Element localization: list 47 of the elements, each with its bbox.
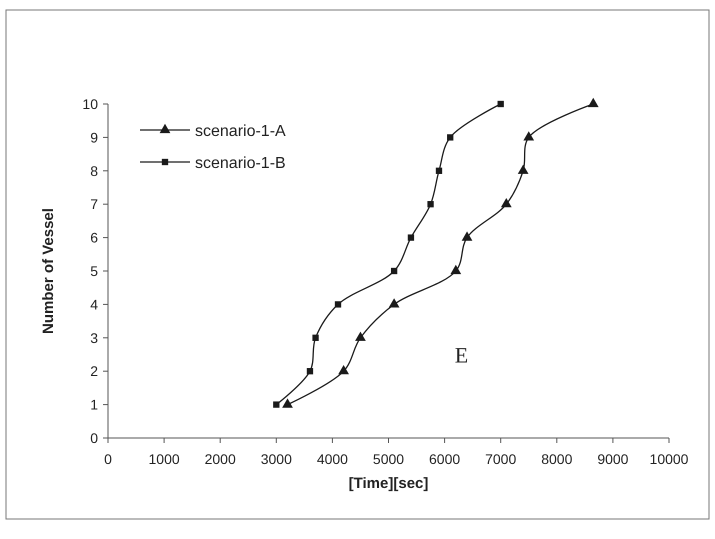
- point: [388, 298, 400, 308]
- point: [390, 268, 398, 274]
- x-tick-label: 9000: [597, 451, 629, 467]
- y-tick-label: 3: [90, 330, 98, 346]
- point: [408, 234, 414, 241]
- point: [447, 134, 454, 141]
- x-tick-label: 0: [104, 451, 112, 467]
- point: [273, 401, 280, 408]
- x-tick-label: 3000: [260, 451, 292, 467]
- x-tick-label: 8000: [541, 451, 573, 467]
- y-tick-label: 6: [90, 230, 98, 246]
- point: [436, 168, 442, 174]
- point: [450, 264, 462, 274]
- point: [498, 100, 504, 108]
- y-tick-label: 8: [90, 162, 98, 179]
- point: [338, 364, 349, 374]
- y-axis-title: Number of Vessel: [40, 208, 57, 334]
- x-tick-label: 7000: [485, 451, 516, 467]
- y-tick-label: 10: [82, 96, 98, 112]
- y-tick-label: 4: [90, 296, 98, 312]
- point: [427, 201, 434, 208]
- y-tick-label: 9: [90, 129, 98, 146]
- point: [334, 301, 342, 308]
- y-tick-label: 5: [90, 263, 98, 279]
- legend-label: scenario-1-A: [195, 123, 286, 140]
- point: [355, 332, 366, 341]
- point: [500, 198, 512, 208]
- y-tick-label: 7: [90, 196, 98, 212]
- x-tick-label: 2000: [204, 451, 236, 467]
- x-tick-label: 6000: [429, 451, 460, 467]
- point: [523, 131, 534, 140]
- x-tick-label: 4000: [316, 451, 348, 467]
- point: [518, 164, 529, 174]
- x-tick-label: 5000: [372, 451, 404, 467]
- annotation: E: [454, 342, 468, 368]
- point: [588, 98, 599, 108]
- legend-label: scenario-1-B: [195, 155, 286, 172]
- point: [312, 334, 319, 341]
- point: [462, 231, 472, 241]
- point: [306, 368, 314, 374]
- x-axis-title: [Time][sec]: [348, 475, 428, 492]
- x-tick-label: 10000: [650, 451, 689, 467]
- point: [282, 398, 293, 408]
- y-tick-label: 0: [90, 430, 98, 446]
- y-tick-label: 2: [90, 363, 98, 380]
- y-tick-label: 1: [90, 396, 98, 413]
- x-tick-label: 1000: [148, 451, 180, 467]
